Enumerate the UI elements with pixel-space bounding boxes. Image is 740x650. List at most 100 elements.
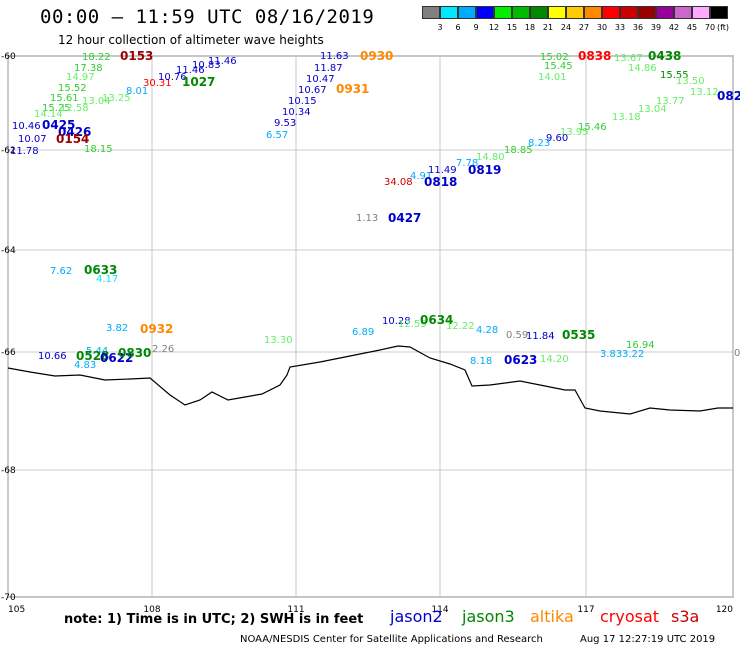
- pass-time-label: 0838: [578, 49, 611, 63]
- legend-swatch: [584, 6, 602, 19]
- wave-height-label: 11.78: [10, 146, 39, 157]
- antarctic-coastline: [7, 345, 733, 415]
- wave-height-label: 6.57: [266, 130, 288, 141]
- wave-height-label: 14.14: [34, 109, 63, 120]
- wave-height-label: 3.22: [622, 349, 644, 360]
- pass-time-label: 0623: [504, 353, 537, 367]
- wave-height-label: 12.22: [446, 321, 475, 332]
- wave-height-label: 15.52: [58, 83, 87, 94]
- wave-height-label: 15.02: [540, 52, 569, 63]
- wave-height-label: 15.55: [660, 70, 689, 81]
- legend-swatch: [422, 6, 440, 19]
- wave-height-label: 11.63: [320, 51, 349, 62]
- wave-height-label: 15.45: [544, 61, 573, 72]
- pass-time-label: 0427: [388, 211, 421, 225]
- wave-height-label: 14.86: [628, 63, 657, 74]
- legend-swatch: [692, 6, 710, 19]
- legend-swatch-label: 30: [596, 23, 608, 32]
- wave-height-label: 14.20: [540, 354, 569, 365]
- wave-height-label: 15.25: [42, 103, 71, 114]
- legend-swatch: [638, 6, 656, 19]
- pass-time-label: 1027: [182, 75, 215, 89]
- wave-height-label: 13.30: [264, 335, 293, 346]
- legend-swatch: [710, 6, 728, 19]
- wave-height-label: 11.46: [176, 65, 205, 76]
- wave-height-label: 10.28: [382, 316, 411, 327]
- wave-height-label: 11.46: [208, 56, 237, 67]
- legend-unit: (ft): [716, 23, 730, 32]
- pass-time-label: 0153: [120, 49, 153, 63]
- wave-height-label: 8.18: [470, 356, 492, 367]
- wave-height-label: 3.82: [106, 323, 128, 334]
- pass-time-label: 082: [717, 89, 740, 103]
- wave-height-label: 14.01: [538, 72, 567, 83]
- wave-height-label: 17.38: [74, 63, 103, 74]
- legend-swatch-label: 24: [560, 23, 572, 32]
- wave-height-label: 12.58: [60, 103, 89, 114]
- lat-tick-label: -68: [1, 466, 16, 476]
- lat-tick-label: -62: [1, 146, 16, 156]
- lon-tick-label: 111: [287, 605, 304, 615]
- wave-height-label: 10.46: [12, 121, 41, 132]
- wave-height-label: 7.78: [456, 158, 478, 169]
- lat-tick-label: -66: [1, 348, 16, 358]
- legend-swatch-label: 3: [437, 23, 443, 32]
- pass-time-label: 0426: [58, 125, 91, 139]
- legend-swatch: [440, 6, 458, 19]
- legend-swatch-label: 70: [704, 23, 716, 32]
- pass-time-label: 0528: [76, 349, 109, 363]
- wave-height-label: 11.87: [314, 63, 343, 74]
- legend-swatch: [548, 6, 566, 19]
- wave-height-label: 18.15: [84, 144, 113, 155]
- lon-tick-label: 114: [431, 605, 448, 615]
- wave-height-label: 14.97: [66, 72, 95, 83]
- pass-time-label: 0425: [42, 118, 75, 132]
- legend-swatch-label: 27: [578, 23, 590, 32]
- lat-tick-label: -64: [1, 246, 16, 256]
- wave-height-label: 18.22: [82, 52, 111, 63]
- wave-height-label: 10.34: [282, 107, 311, 118]
- legend-swatch: [566, 6, 584, 19]
- wave-height-label: 9.53: [274, 118, 296, 129]
- wave-height-label: 10.67: [298, 85, 327, 96]
- wave-height-label: 1.13: [356, 213, 378, 224]
- wave-height-label: 13.50: [676, 76, 705, 87]
- wave-height-label: 13.77: [656, 96, 685, 107]
- wave-height-label: 0.59: [506, 330, 528, 341]
- pass-time-label: 0535: [562, 328, 595, 342]
- legend-swatch: [674, 6, 692, 19]
- wave-height-label: 11.49: [428, 165, 457, 176]
- legend-swatch-label: 12: [488, 23, 500, 32]
- wave-height-label: 5.44: [86, 346, 108, 357]
- wave-height-label: 4.83: [74, 360, 96, 371]
- wave-height-label: 13.04: [638, 104, 667, 115]
- pass-time-label: 0932: [140, 322, 173, 336]
- legend-swatch-label: 33: [614, 23, 626, 32]
- legend-swatch-label: 21: [542, 23, 554, 32]
- pass-time-label: 0633: [84, 263, 117, 277]
- wave-height-label: 10.83: [192, 60, 221, 71]
- pass-time-label: 0818: [424, 175, 457, 189]
- pass-time-label: 0930: [360, 49, 393, 63]
- wave-height-label: 14.80: [476, 152, 505, 163]
- pass-time-label: 0819: [468, 163, 501, 177]
- generated-timestamp: Aug 17 12:27:19 UTC 2019: [580, 634, 716, 645]
- legend-swatch: [530, 6, 548, 19]
- pass-time-label: 0154: [56, 132, 89, 146]
- lon-tick-label: 108: [143, 605, 160, 615]
- lat-tick-label: -60: [1, 52, 16, 62]
- wave-height-label: 6.89: [352, 327, 374, 338]
- pass-time-label: 0438: [648, 49, 681, 63]
- satellite-jason3: jason3: [462, 607, 515, 626]
- legend-swatch: [494, 6, 512, 19]
- wave-height-label: 9.60: [546, 133, 568, 144]
- legend-swatch: [656, 6, 674, 19]
- legend-swatch-label: 42: [668, 23, 680, 32]
- pass-time-label: 0931: [336, 82, 369, 96]
- pass-time-label: 0830: [118, 346, 151, 360]
- wave-height-label: 8.01: [126, 86, 148, 97]
- wave-height-label: 34.08: [384, 177, 413, 188]
- observation-labels: 18.22 015317.3814.9715.5213.0413.2515.611…: [10, 49, 740, 371]
- legend-swatch: [512, 6, 530, 19]
